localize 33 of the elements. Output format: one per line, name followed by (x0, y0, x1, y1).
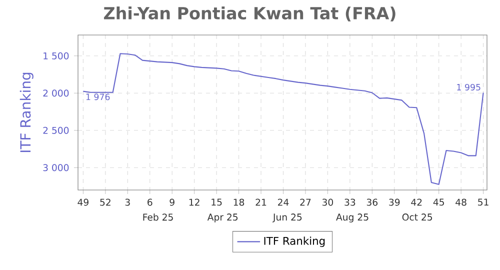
x-tick-label: 39 (389, 198, 400, 206)
y-tick-label: 3 000 (43, 164, 69, 172)
chart-title: Zhi-Yan Pontiac Kwan Tat (FRA) (104, 6, 396, 22)
x-tick-label: 49 (78, 198, 88, 206)
x-tick-label: 12 (189, 198, 200, 206)
text: Feb 25 (143, 213, 173, 221)
x-tick-label: 51 (478, 198, 488, 206)
y-axis-title: ITF Ranking (20, 72, 34, 152)
x-tick-label: 18 (234, 198, 244, 206)
legend-label: ITF Ranking (264, 236, 325, 247)
x-tick-label: 33 (344, 198, 356, 206)
x-tick-label: 6 (148, 198, 152, 206)
x-tick-label: 48 (456, 198, 466, 206)
x-tick-label: 27 (300, 198, 311, 206)
x-tick-label: 36 (366, 198, 378, 206)
annotation: 1 976 (86, 94, 110, 100)
y-tick-label: 2 000 (43, 90, 69, 97)
y-tick-label: 1 500 (44, 52, 69, 60)
x-tick-label: 21 (256, 198, 266, 206)
x-tick-label: 3 (125, 198, 130, 206)
x-tick-label: 45 (433, 198, 444, 206)
annotation: 1 995 (457, 84, 480, 90)
x-tick-label: 42 (411, 198, 422, 206)
x-tick-label: 52 (100, 198, 110, 206)
text: Jun 25 (272, 214, 302, 222)
text: Aug 25 (336, 214, 368, 222)
text: Oct 25 (402, 214, 432, 221)
x-tick-label: 9 (170, 198, 174, 206)
text: Apr 25 (207, 214, 238, 222)
x-tick-label: 24 (278, 198, 289, 206)
x-tick-label: 30 (322, 198, 334, 206)
y-tick-label: 2 500 (43, 126, 69, 134)
x-tick-label: 15 (212, 198, 222, 206)
